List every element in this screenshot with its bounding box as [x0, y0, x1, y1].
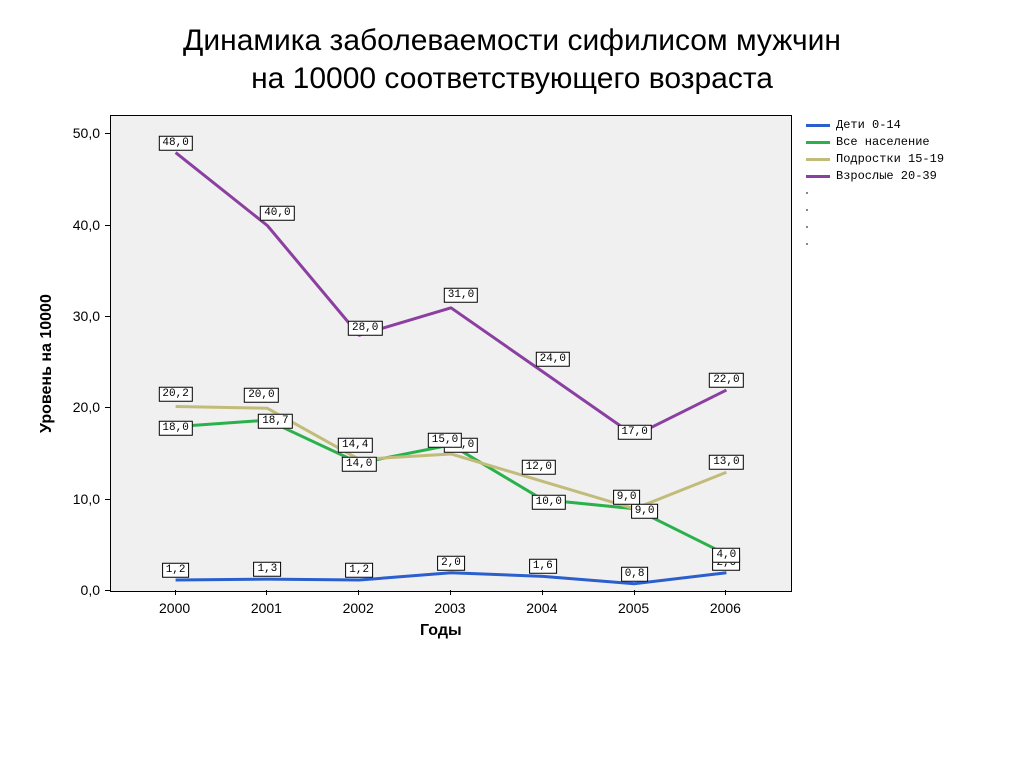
legend-label: Все население — [836, 135, 930, 149]
ytick-label: 50,0 — [50, 125, 100, 141]
xtick-label: 2000 — [145, 600, 205, 616]
legend-item-empty — [806, 219, 944, 235]
ytick-mark — [105, 316, 110, 317]
data-label: 1,2 — [162, 563, 190, 578]
data-label: 10,0 — [532, 494, 566, 509]
ytick-label: 20,0 — [50, 399, 100, 415]
ytick-mark — [105, 133, 110, 134]
legend-item: Все население — [806, 134, 944, 150]
ytick-mark — [105, 590, 110, 591]
data-label: 14,0 — [342, 457, 376, 472]
data-label: 17,0 — [617, 424, 651, 439]
data-label: 20,0 — [244, 388, 278, 403]
legend-swatch — [806, 158, 830, 161]
ytick-label: 0,0 — [50, 582, 100, 598]
xtick-label: 2002 — [328, 600, 388, 616]
data-label: 48,0 — [158, 135, 192, 150]
data-label: 15,0 — [428, 433, 462, 448]
data-label: 1,3 — [253, 562, 281, 577]
xtick-label: 2003 — [420, 600, 480, 616]
legend-swatch — [806, 124, 830, 127]
xtick-mark — [634, 590, 635, 595]
xtick-mark — [450, 590, 451, 595]
data-label: 40,0 — [260, 205, 294, 220]
xtick-label: 2005 — [604, 600, 664, 616]
legend-dot — [806, 226, 808, 228]
xtick-mark — [266, 590, 267, 595]
data-label: 22,0 — [709, 373, 743, 388]
data-label: 31,0 — [444, 288, 478, 303]
legend-label: Взрослые 20-39 — [836, 169, 937, 183]
title-line-1: Динамика заболеваемости сифилисом мужчин — [183, 24, 841, 57]
data-label: 2,0 — [437, 555, 465, 570]
data-label: 12,0 — [522, 460, 556, 475]
data-label: 28,0 — [348, 321, 382, 336]
data-label: 18,0 — [158, 420, 192, 435]
legend-item: Взрослые 20-39 — [806, 168, 944, 184]
legend-label: Дети 0-14 — [836, 118, 901, 132]
data-label: 9,0 — [613, 490, 641, 505]
line-series-layer — [111, 116, 791, 591]
chart-container: 1,21,31,22,01,60,82,018,018,714,016,010,… — [110, 115, 1024, 592]
xtick-mark — [175, 590, 176, 595]
ytick-label: 40,0 — [50, 217, 100, 233]
data-label: 1,6 — [529, 559, 557, 574]
plot-area: 1,21,31,22,01,60,82,018,018,714,016,010,… — [110, 115, 792, 592]
data-label: 14,4 — [338, 438, 372, 453]
xtick-label: 2004 — [512, 600, 572, 616]
legend-label: Подростки 15-19 — [836, 152, 944, 166]
legend-item-empty — [806, 202, 944, 218]
data-label: 1,2 — [345, 563, 373, 578]
legend-item-empty — [806, 185, 944, 201]
data-label: 20,2 — [158, 387, 192, 402]
legend-swatch — [806, 175, 830, 178]
ytick-mark — [105, 499, 110, 500]
xtick-mark — [358, 590, 359, 595]
legend-swatch — [806, 141, 830, 144]
legend-item-empty — [806, 236, 944, 252]
xtick-mark — [725, 590, 726, 595]
data-label: 24,0 — [536, 352, 570, 367]
y-axis-label: Уровень на 10000 — [38, 294, 56, 433]
xtick-mark — [542, 590, 543, 595]
title-line-2: на 10000 соответствующего возраста — [251, 62, 773, 95]
ytick-mark — [105, 407, 110, 408]
legend-dot — [806, 243, 808, 245]
data-label: 18,7 — [258, 414, 292, 429]
legend-dot — [806, 209, 808, 211]
legend: Дети 0-14 Все население Подростки 15-19 Взр… — [806, 117, 944, 253]
ytick-mark — [105, 225, 110, 226]
ytick-label: 10,0 — [50, 491, 100, 507]
legend-item: Дети 0-14 — [806, 117, 944, 133]
legend-dot — [806, 192, 808, 194]
x-axis-label: Годы — [420, 622, 462, 640]
xtick-label: 2006 — [695, 600, 755, 616]
data-label: 9,0 — [631, 504, 659, 519]
data-label: 13,0 — [709, 455, 743, 470]
xtick-label: 2001 — [236, 600, 296, 616]
legend-item: Подростки 15-19 — [806, 151, 944, 167]
data-label: 4,0 — [712, 548, 740, 563]
data-label: 0,8 — [621, 566, 649, 581]
chart-title: Динамика заболеваемости сифилисом мужчин… — [0, 0, 1024, 97]
ytick-label: 30,0 — [50, 308, 100, 324]
